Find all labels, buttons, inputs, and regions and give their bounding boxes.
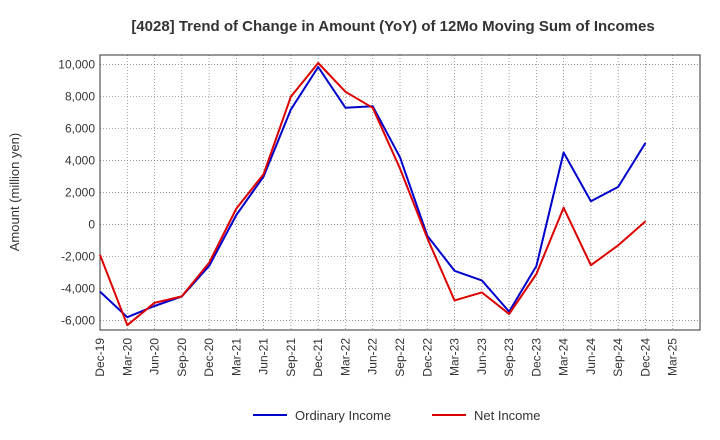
x-tick-label: Jun-20 — [148, 338, 162, 375]
series-line-net-income — [99, 62, 647, 327]
y-tick-labels: -6,000 -4,000 -2,000 0 2,000 4,000 6,000 8,000 1… — [58, 58, 95, 328]
y-tick-label: 6,000 — [65, 122, 95, 136]
x-tick-label: Mar-24 — [557, 338, 571, 376]
x-tick-label: Dec-19 — [93, 338, 107, 377]
x-tick-label: Dec-22 — [420, 338, 434, 377]
legend-label-ordinary-income: Ordinary Income — [295, 408, 391, 423]
x-tick-label: Jun-22 — [366, 338, 380, 375]
x-tick-label: Mar-22 — [338, 338, 352, 376]
x-tick-label: Sep-20 — [175, 338, 189, 377]
x-tick-label: Mar-23 — [448, 338, 462, 376]
grid-layer — [100, 55, 700, 330]
x-tick-label: Mar-21 — [229, 338, 243, 376]
x-tick-label: Jun-21 — [257, 338, 271, 375]
y-tick-label: 10,000 — [58, 58, 95, 72]
y-tick-label: 2,000 — [65, 186, 95, 200]
legend-label-net-income: Net Income — [474, 408, 540, 423]
x-tick-label: Mar-20 — [120, 338, 134, 376]
x-tick-label: Sep-22 — [393, 338, 407, 377]
y-tick-label: 8,000 — [65, 90, 95, 104]
legend: Ordinary Income Net Income — [253, 408, 540, 423]
y-tick-label: -4,000 — [61, 281, 95, 295]
x-tick-label: Jun-24 — [584, 338, 598, 375]
y-tick-label: 4,000 — [65, 154, 95, 168]
plot-frame — [99, 54, 701, 331]
y-tick-label: -6,000 — [61, 313, 95, 327]
x-tick-label: Jun-23 — [475, 338, 489, 375]
x-tick-label: Dec-20 — [202, 338, 216, 377]
x-tick-label: Sep-24 — [611, 338, 625, 377]
y-tick-label: -2,000 — [61, 249, 95, 263]
x-tick-label: Mar-25 — [666, 338, 680, 376]
y-tick-label: 0 — [88, 217, 95, 231]
x-tick-label: Dec-23 — [529, 338, 543, 377]
x-tick-label: Sep-21 — [284, 338, 298, 377]
chart-title: [4028] Trend of Change in Amount (YoY) o… — [131, 18, 654, 35]
x-tick-label: Dec-24 — [638, 338, 652, 377]
series-line-ordinary-income — [99, 66, 647, 319]
y-axis-label: Amount (million yen) — [7, 133, 22, 252]
x-tick-label: Dec-21 — [311, 338, 325, 377]
x-tick-labels: Dec-19 Mar-20 Jun-20 Sep-20 Dec-20 Mar-21 Jun-… — [93, 338, 680, 377]
x-tick-label: Sep-23 — [502, 338, 516, 377]
series-layer — [99, 62, 647, 327]
